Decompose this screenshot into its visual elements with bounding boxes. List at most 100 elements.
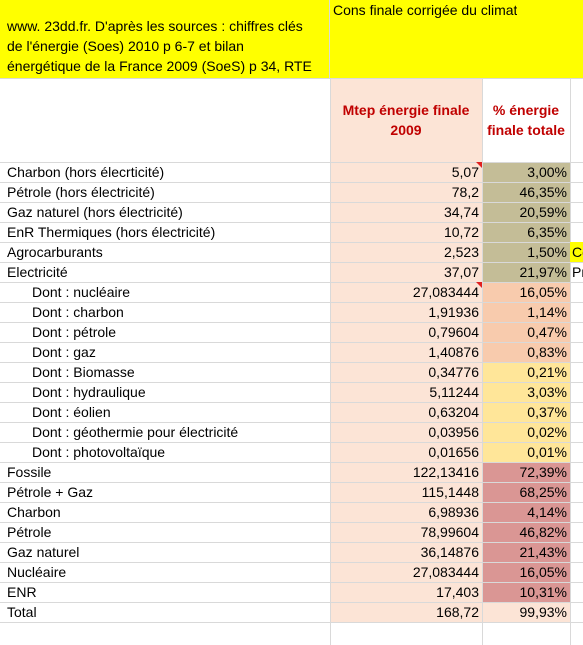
mtep-value-cell[interactable]: 78,2 [330,182,482,202]
row-label[interactable]: Dont : pétrole [32,324,117,340]
row-label[interactable]: Electricité [7,264,68,280]
row-label[interactable]: ENR [7,584,37,600]
row-label[interactable]: Pétrole [7,524,52,540]
pct-value-cell[interactable]: 16,05% [482,562,570,582]
title-cell-extra[interactable] [570,0,583,78]
pct-value-cell[interactable]: 99,93% [482,602,570,622]
comment-indicator[interactable] [476,162,482,168]
grid-line [0,302,583,303]
pct-value-cell[interactable]: 0,47% [482,322,570,342]
grid-line [0,582,583,583]
grid-line [0,242,583,243]
grid-line [0,282,583,283]
row-label[interactable]: Charbon [7,504,61,520]
row-label[interactable]: Dont : nucléaire [32,284,131,300]
mtep-value-cell[interactable]: 1,40876 [330,342,482,362]
row-label[interactable]: Gaz naturel (hors électricité) [7,204,183,220]
pct-value-cell[interactable]: 16,05% [482,282,570,302]
row-label[interactable]: Dont : photovoltaïque [32,444,166,460]
row-label[interactable]: Dont : hydraulique [32,384,146,400]
mtep-value-cell[interactable]: 27,083444 [330,562,482,582]
grid-line [0,362,583,363]
grid-line [0,442,583,443]
grid-line [0,162,583,163]
pct-value-cell[interactable]: 4,14% [482,502,570,522]
mtep-value-cell[interactable]: 27,083444 [330,282,482,302]
grid-line [0,202,583,203]
mtep-value-cell[interactable]: 5,11244 [330,382,482,402]
row-label[interactable]: Nucléaire [7,564,67,580]
pct-value-cell[interactable]: 10,31% [482,582,570,602]
pct-value-cell[interactable]: 21,97% [482,262,570,282]
pct-value-cell[interactable]: 21,43% [482,542,570,562]
pct-column-header: % énergie finale totale [482,100,570,140]
mtep-value-cell[interactable]: 0,34776 [330,362,482,382]
row-label[interactable]: Dont : éolien [32,404,111,420]
mtep-value-cell[interactable]: 6,98936 [330,502,482,522]
row-label[interactable]: Agrocarburants [7,244,103,260]
grid-line [0,262,583,263]
title-cell[interactable] [330,0,570,78]
mtep-header-cell[interactable] [330,78,482,162]
mtep-value-cell[interactable]: 0,79604 [330,322,482,342]
side-cell-agro[interactable] [570,242,583,262]
mtep-value-cell[interactable]: 168,72 [330,602,482,622]
grid-line [0,562,583,563]
comment-indicator[interactable] [476,282,482,288]
pct-value-cell[interactable]: 0,02% [482,422,570,442]
grid-line [0,78,583,79]
pct-value-cell[interactable]: 1,14% [482,302,570,322]
mtep-value-cell[interactable]: 0,01656 [330,442,482,462]
mtep-value-cell[interactable]: 37,07 [330,262,482,282]
row-label[interactable]: Dont : charbon [32,304,124,320]
mtep-header-line2: 2009 [390,122,422,138]
pct-header-line1: % énergie [492,102,560,118]
mtep-value-cell[interactable]: 36,14876 [330,542,482,562]
pct-value-cell[interactable]: 68,25% [482,482,570,502]
mtep-value-cell[interactable]: 5,07 [330,162,482,182]
pct-value-cell[interactable]: 0,01% [482,442,570,462]
pct-value-cell[interactable]: 46,82% [482,522,570,542]
mtep-value-cell[interactable]: 0,63204 [330,402,482,422]
row-label[interactable]: Charbon (hors élecrticité) [7,164,165,180]
source-line-3: énergétique de la France 2009 (SoeS) p 3… [7,58,312,74]
row-label[interactable]: Dont : géothermie pour électricité [32,424,239,440]
source-header-cell[interactable] [0,0,330,78]
grid-line [0,422,583,423]
pct-value-cell[interactable]: 0,21% [482,362,570,382]
grid-line [570,78,571,645]
mtep-value-cell[interactable]: 1,91936 [330,302,482,322]
row-label[interactable]: Gaz naturel [7,544,80,560]
grid-line [0,322,583,323]
pct-value-cell[interactable]: 6,35% [482,222,570,242]
mtep-value-cell[interactable]: 122,13416 [330,462,482,482]
mtep-value-cell[interactable]: 17,403 [330,582,482,602]
pct-value-cell[interactable]: 3,00% [482,162,570,182]
mtep-value-cell[interactable]: 2,523 [330,242,482,262]
row-label[interactable]: Pétrole + Gaz [7,484,93,500]
grid-line [0,402,583,403]
source-line-1: www. 23dd.fr. D'après les sources : chif… [7,18,303,34]
row-label[interactable]: Pétrole (hors électricité) [7,184,155,200]
mtep-value-cell[interactable]: 0,03956 [330,422,482,442]
pct-value-cell[interactable]: 3,03% [482,382,570,402]
pct-value-cell[interactable]: 46,35% [482,182,570,202]
grid-line [0,382,583,383]
mtep-value-cell[interactable]: 115,1448 [330,482,482,502]
pct-value-cell[interactable]: 0,37% [482,402,570,422]
side-fragment-agro: Co [572,244,583,260]
mtep-value-cell[interactable]: 78,99604 [330,522,482,542]
pct-value-cell[interactable]: 1,50% [482,242,570,262]
pct-value-cell[interactable]: 72,39% [482,462,570,482]
row-label[interactable]: Fossile [7,464,52,480]
mtep-value-cell[interactable]: 10,72 [330,222,482,242]
row-label[interactable]: Total [7,604,37,620]
row-label[interactable]: Dont : gaz [32,344,96,360]
pct-value-cell[interactable]: 0,83% [482,342,570,362]
grid-line [0,222,583,223]
row-label[interactable]: EnR Thermiques (hors électricité) [7,224,216,240]
pct-value-cell[interactable]: 20,59% [482,202,570,222]
row-label[interactable]: Dont : Biomasse [32,364,135,380]
mtep-value-cell[interactable]: 34,74 [330,202,482,222]
mtep-column-header: Mtep énergie finale 2009 [330,100,482,140]
